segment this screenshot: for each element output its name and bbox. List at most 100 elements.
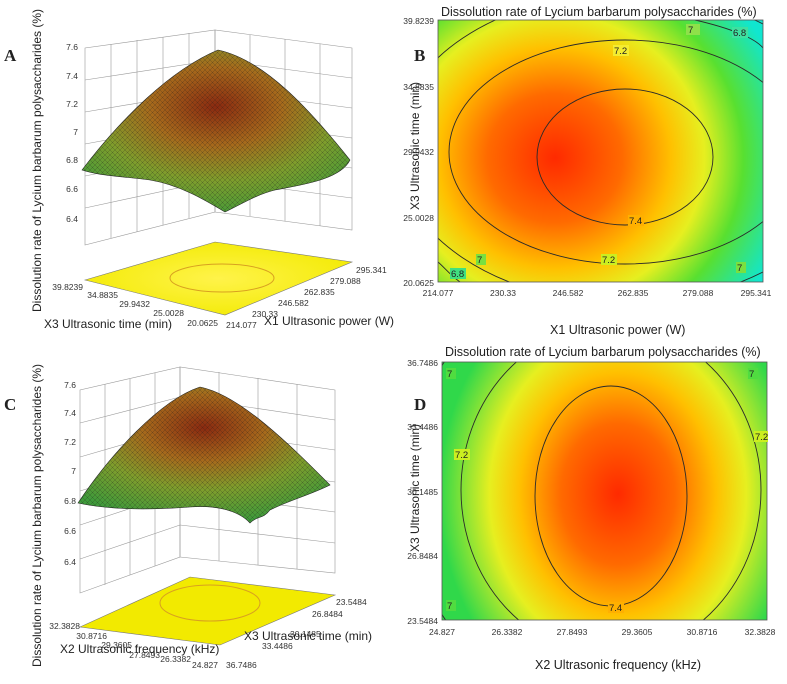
axis-tick: 32.3828 — [49, 621, 80, 631]
contour-label: 6.8 — [733, 28, 746, 39]
axis-tick: 29.3605 — [101, 640, 132, 650]
z-ticks-a: 7.6 7.4 7.2 7 6.8 6.6 6.4 — [66, 42, 78, 224]
x-tick: 279.088 — [683, 288, 714, 298]
chart-title-d: Dissolution rate of Lycium barbarum poly… — [445, 345, 761, 359]
y-ticks-b: 39.8239 34.8835 29.9432 25.0028 20.0625 — [403, 16, 434, 288]
x-tick: 30.8716 — [687, 627, 718, 637]
y-tick: 29.9432 — [403, 147, 434, 157]
z-tick: 7.2 — [66, 99, 78, 109]
y-tick: 26.8484 — [407, 551, 438, 561]
chart-title-b: Dissolution rate of Lycium barbarum poly… — [441, 5, 757, 19]
contour-label: 7 — [447, 369, 452, 380]
axis-tick: 36.7486 — [226, 660, 257, 670]
contour-label: 7.4 — [609, 603, 622, 614]
front-axis-ticks-c: 23.5484 26.8484 30.1485 33.4486 36.7486 — [226, 597, 367, 670]
surface-mesh-a — [82, 50, 350, 212]
z-tick: 7.4 — [64, 408, 76, 418]
y-tick: 25.0028 — [403, 213, 434, 223]
x-tick: 246.582 — [553, 288, 584, 298]
panel-label-d: D — [414, 395, 427, 414]
surface-svg-a: 7.6 7.4 7.2 7 6.8 6.6 6.4 39.8239 34.883… — [52, 29, 387, 330]
y-ticks-d: 36.7486 33.4486 30.1485 26.8484 23.5484 — [407, 358, 438, 626]
x-tick: 24.827 — [429, 627, 455, 637]
y-axis-label-b: X3 Ultrasonic time (min) — [408, 81, 422, 210]
y-tick: 33.4486 — [407, 422, 438, 432]
panel-label-b: B — [414, 46, 426, 65]
z-tick: 6.8 — [66, 155, 78, 165]
y-tick: 20.0625 — [403, 278, 434, 288]
x-ticks-d: 24.827 26.3382 27.8493 29.3605 30.8716 3… — [429, 627, 776, 637]
z-tick: 7 — [71, 466, 76, 476]
floor-contour-a — [169, 263, 275, 293]
back-axis-ticks-a: 39.8239 34.8835 29.9432 25.0028 20.0625 — [52, 282, 218, 328]
z-tick: 7 — [73, 127, 78, 137]
contour-chart-d: Dissolution rate of Lycium barbarum poly… — [400, 340, 787, 679]
front-axis-label-c: X3 Ultrasonic time (min) — [244, 629, 373, 643]
axis-tick: 33.4486 — [262, 641, 293, 651]
panel-label-c: C — [4, 395, 17, 414]
axis-tick: 34.8835 — [87, 290, 118, 300]
z-tick: 7.6 — [66, 42, 78, 52]
z-tick: 6.4 — [66, 214, 78, 224]
back-axis-label-a: X3 Ultrasonic time (min) — [44, 317, 173, 331]
plot-frame-d — [441, 361, 768, 621]
axis-tick: 24.827 — [192, 660, 218, 670]
contour-labels-d: 7 7 7.2 7.2 7 7.4 — [446, 368, 768, 614]
axis-tick: 23.5484 — [336, 597, 367, 607]
x-tick: 26.3382 — [492, 627, 523, 637]
axis-tick: 230.33 — [252, 309, 278, 319]
heatmap-d — [442, 362, 767, 620]
contour-label: 7.2 — [614, 46, 627, 57]
panel-label-a: A — [4, 46, 17, 65]
contour-label: 7.2 — [755, 432, 768, 443]
z-tick: 7.2 — [64, 437, 76, 447]
z-tick: 6.4 — [64, 557, 76, 567]
axis-tick: 39.8239 — [52, 282, 83, 292]
contour-svg-b: 7 6.8 7.2 7.4 7.2 7 6.8 7 39.8239 34.883… — [403, 16, 771, 298]
axis-tick: 214.077 — [226, 320, 257, 330]
axis-tick: 262.835 — [304, 287, 335, 297]
z-axis-label-a: Dissolution rate of Lycium barbarum poly… — [30, 8, 44, 312]
axis-tick: 27.8493 — [129, 650, 160, 660]
axis-tick: 246.582 — [278, 298, 309, 308]
back-axis-label-c: X2 Ultrasonic frequency (kHz) — [60, 642, 220, 656]
y-tick: 36.7486 — [407, 358, 438, 368]
plot-frame-b — [437, 19, 764, 283]
floor-a — [83, 241, 354, 316]
contour-label: 6.8 — [451, 269, 464, 280]
y-tick: 23.5484 — [407, 616, 438, 626]
z-tick: 7.6 — [64, 380, 76, 390]
y-tick: 30.1485 — [407, 487, 438, 497]
axis-tick: 26.3382 — [160, 654, 191, 664]
z-ticks-c: 7.6 7.4 7.2 7 6.8 6.6 6.4 — [64, 380, 76, 567]
axis-tick: 295.341 — [356, 265, 387, 275]
contour-label: 7 — [749, 369, 754, 380]
axis-tick: 26.8484 — [312, 609, 343, 619]
z-axis-label-c: Dissolution rate of Lycium barbarum poly… — [30, 363, 44, 667]
contour-label: 7.2 — [602, 255, 615, 266]
floor-c — [78, 576, 337, 646]
axis-tick: 25.0028 — [153, 308, 184, 318]
z-tick: 7.4 — [66, 71, 78, 81]
axis-tick: 279.088 — [330, 276, 361, 286]
x-tick: 214.077 — [423, 288, 454, 298]
heatmap-b — [438, 20, 763, 282]
axis-tick: 30.8716 — [76, 631, 107, 641]
surface-chart-c: Dissolution rate of Lycium barbarum poly… — [0, 345, 400, 679]
surface-svg-c: 7.6 7.4 7.2 7 6.8 6.6 6.4 32.3828 30.871… — [49, 366, 367, 670]
x-axis-label-d: X2 Ultrasonic frequency (kHz) — [535, 658, 702, 672]
axis-tick: 29.9432 — [119, 299, 150, 309]
x-tick: 32.3828 — [745, 627, 776, 637]
z-tick: 6.6 — [64, 526, 76, 536]
contour-label: 7.4 — [629, 216, 642, 227]
front-axis-label-a: X1 Ultrasonic power (W) — [264, 314, 395, 328]
x-axis-label-b: X1 Ultrasonic power (W) — [550, 323, 686, 337]
contour-label: 7 — [447, 601, 452, 612]
front-axis-ticks-a: 295.341 279.088 262.835 246.582 230.33 2… — [226, 265, 387, 330]
contour-label: 7 — [477, 255, 482, 266]
back-axis-ticks-c: 32.3828 30.8716 29.3605 27.8493 26.3382 … — [49, 621, 218, 670]
x-tick: 27.8493 — [557, 627, 588, 637]
y-tick: 34.8835 — [403, 82, 434, 92]
z-tick: 6.6 — [66, 184, 78, 194]
y-tick: 39.8239 — [403, 16, 434, 26]
